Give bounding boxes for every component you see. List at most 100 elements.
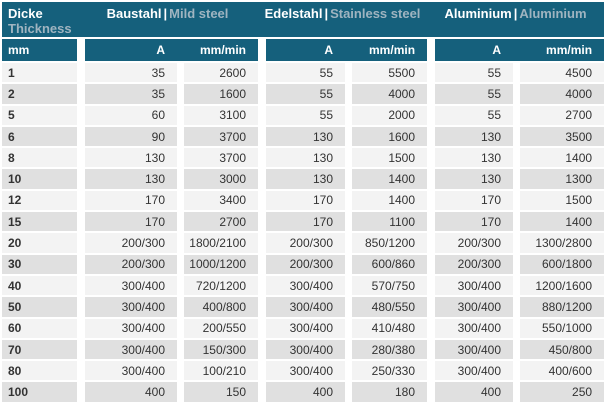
table-body: 1 35 2600 55 5500 55 4500 2 35 1600 55 4000 55 4000 5 6… <box>2 61 604 402</box>
amperage-cell: 130 <box>77 146 177 168</box>
table-row: 100 400 150 400 180 400 250 <box>2 380 604 402</box>
speed-cell: 3000 <box>177 167 259 189</box>
speed-cell: 180 <box>345 380 428 402</box>
amperage-cell: 130 <box>427 167 514 189</box>
amperage-cell: 300/400 <box>427 295 514 317</box>
table-row: 2 35 1600 55 4000 55 4000 <box>2 82 604 104</box>
amperage-cell: 300/400 <box>258 295 346 317</box>
speed-cell: 850/1200 <box>345 231 428 253</box>
amperage-cell: 300/400 <box>427 273 514 296</box>
table-row: 70 300/400 150/300 300/400 280/380 300/400 450… <box>2 337 604 360</box>
unit-mm-cell: mm <box>2 37 77 61</box>
amperage-cell: 130 <box>427 146 514 168</box>
thickness-cell: 12 <box>2 188 77 211</box>
amperage-cell: 200/300 <box>258 252 346 274</box>
speed-cell: 1000/1200 <box>177 252 259 274</box>
thickness-cell: 70 <box>2 337 77 360</box>
material-header-row: Dicke Thickness Baustahl | Mild steel Edel… <box>2 2 604 37</box>
amperage-cell: 300/400 <box>427 337 514 360</box>
speed-cell: 410/480 <box>345 316 428 338</box>
group-header-mild-steel: Baustahl | Mild steel <box>77 2 259 37</box>
speed-cell: 150 <box>177 380 259 402</box>
group-header-aluminium: Aluminium | Aluminium <box>427 2 604 37</box>
amperage-cell: 130 <box>258 167 346 189</box>
speed-cell: 1200/1600 <box>513 273 604 296</box>
group-label-de: Baustahl <box>106 6 162 21</box>
speed-cell: 1500 <box>513 188 604 211</box>
table-row: 12 170 3400 170 1400 170 1500 <box>2 188 604 211</box>
speed-cell: 1400 <box>513 210 604 232</box>
speed-cell: 1400 <box>345 167 428 189</box>
amperage-cell: 35 <box>77 61 177 83</box>
speed-cell: 1600 <box>345 124 428 147</box>
speed-cell: 4500 <box>513 61 604 83</box>
speed-cell: 280/380 <box>345 337 428 360</box>
speed-cell: 2700 <box>177 210 259 232</box>
thickness-cell: 2 <box>2 82 77 104</box>
speed-cell: 1500 <box>345 146 428 168</box>
amperage-cell: 170 <box>258 188 346 211</box>
thickness-header-cell: Dicke Thickness <box>2 2 77 37</box>
speed-cell: 1100 <box>345 210 428 232</box>
table-row: 8 130 3700 130 1500 130 1400 <box>2 146 604 168</box>
speed-cell: 3500 <box>513 124 604 147</box>
amperage-cell: 300/400 <box>258 316 346 338</box>
unit-speed-cell: mm/min <box>513 37 604 61</box>
amperage-cell: 130 <box>427 124 514 147</box>
thickness-cell: 100 <box>2 380 77 402</box>
amperage-cell: 170 <box>427 188 514 211</box>
thickness-label-de: Dicke <box>8 6 43 21</box>
thickness-cell: 40 <box>2 273 77 296</box>
table-row: 20 200/300 1800/2100 200/300 850/1200 200/300… <box>2 231 604 253</box>
speed-cell: 2700 <box>513 103 604 125</box>
speed-cell: 1600 <box>177 82 259 104</box>
thickness-cell: 1 <box>2 61 77 83</box>
unit-speed-cell: mm/min <box>177 37 259 61</box>
table-row: 50 300/400 400/800 300/400 480/550 300/400 880… <box>2 295 604 317</box>
unit-header-row: mm A mm/min A mm/min A mm/min <box>2 37 604 61</box>
speed-cell: 2000 <box>345 103 428 125</box>
speed-cell: 150/300 <box>177 337 259 360</box>
speed-cell: 450/800 <box>513 337 604 360</box>
speed-cell: 200/550 <box>177 316 259 338</box>
amperage-cell: 200/300 <box>258 231 346 253</box>
amperage-cell: 300/400 <box>258 359 346 381</box>
amperage-cell: 300/400 <box>77 273 177 296</box>
thickness-cell: 20 <box>2 231 77 253</box>
amperage-cell: 55 <box>427 61 514 83</box>
amperage-cell: 200/300 <box>77 252 177 274</box>
thickness-label-en: Thickness <box>8 21 72 36</box>
thickness-cell: 30 <box>2 252 77 274</box>
amperage-cell: 300/400 <box>258 273 346 296</box>
thickness-cell: 15 <box>2 210 77 232</box>
speed-cell: 2600 <box>177 61 259 83</box>
amperage-cell: 55 <box>427 103 514 125</box>
speed-cell: 1300 <box>513 167 604 189</box>
amperage-cell: 130 <box>77 167 177 189</box>
amperage-cell: 300/400 <box>77 316 177 338</box>
amperage-cell: 170 <box>77 188 177 211</box>
table-row: 5 60 3100 55 2000 55 2700 <box>2 103 604 125</box>
amperage-cell: 130 <box>258 146 346 168</box>
amperage-cell: 300/400 <box>427 316 514 338</box>
amperage-cell: 300/400 <box>258 337 346 360</box>
table-row: 15 170 2700 170 1100 170 1400 <box>2 210 604 232</box>
divider: | <box>163 6 168 21</box>
speed-cell: 4000 <box>345 82 428 104</box>
speed-cell: 880/1200 <box>513 295 604 317</box>
speed-cell: 5500 <box>345 61 428 83</box>
unit-speed-cell: mm/min <box>345 37 428 61</box>
unit-amperage-cell: A <box>77 37 177 61</box>
speed-cell: 3400 <box>177 188 259 211</box>
thickness-cell: 10 <box>2 167 77 189</box>
speed-cell: 400/600 <box>513 359 604 381</box>
amperage-cell: 300/400 <box>427 359 514 381</box>
speed-cell: 3700 <box>177 124 259 147</box>
table-row: 10 130 3000 130 1400 130 1300 <box>2 167 604 189</box>
amperage-cell: 55 <box>258 82 346 104</box>
amperage-cell: 35 <box>77 82 177 104</box>
speed-cell: 570/750 <box>345 273 428 296</box>
amperage-cell: 60 <box>77 103 177 125</box>
table-row: 1 35 2600 55 5500 55 4500 <box>2 61 604 83</box>
speed-cell: 3100 <box>177 103 259 125</box>
